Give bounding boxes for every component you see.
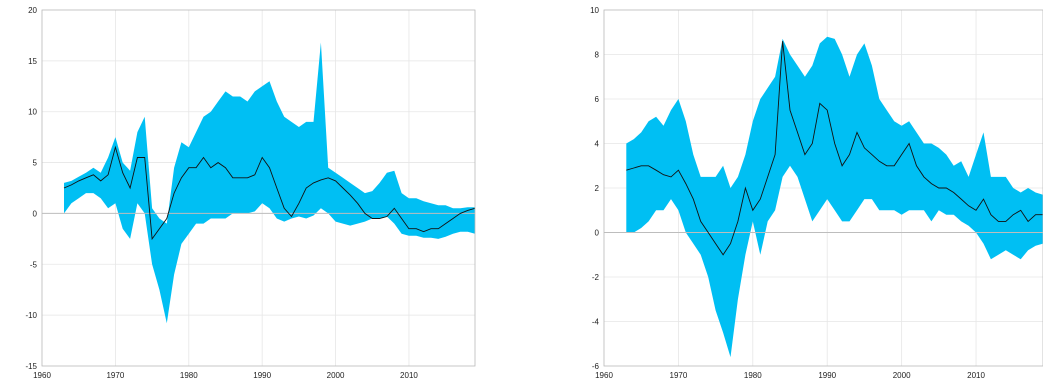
left-median-line: [63, 145, 476, 241]
right-xtick-label-1960: 1960: [595, 371, 613, 380]
right-xtick-label-1980: 1980: [744, 371, 762, 380]
left-ytick-label-0: 0: [33, 209, 38, 218]
right-chart: -6 -4 -2 0 2 4 6 8 10 1960 1970 1980 1990 2000 2010: [590, 6, 1043, 380]
right-xtick-label-1990: 1990: [818, 371, 836, 380]
right-ytick-label-6: 6: [595, 95, 600, 104]
left-ytick-label-10: 10: [28, 108, 37, 117]
right-ytick-label--6: -6: [592, 362, 600, 371]
left-ytick-label-5: 5: [33, 159, 38, 168]
left-xtick-label-1970: 1970: [106, 371, 124, 380]
left-confidence-band: [64, 42, 475, 324]
right-ytick-label-4: 4: [595, 140, 600, 149]
right-ytick-label-10: 10: [590, 6, 599, 15]
left-chart: -15 -10 -5 0 5 10 15 20 1960 1970 1980 1990 2000 2010: [25, 6, 476, 380]
right-plot-frame: [603, 9, 1043, 367]
right-ytick-label--2: -2: [592, 273, 600, 282]
right-xtick-label-2000: 2000: [893, 371, 911, 380]
left-ytick-label-15: 15: [28, 57, 37, 66]
left-xtick-label-1990: 1990: [253, 371, 271, 380]
left-ytick-label--5: -5: [30, 260, 38, 269]
right-xtick-label-1970: 1970: [670, 371, 688, 380]
right-confidence-band: [626, 36, 1043, 358]
left-xtick-label-1960: 1960: [33, 371, 51, 380]
right-xtick-label-2010: 2010: [967, 371, 985, 380]
right-ytick-label--4: -4: [592, 318, 600, 327]
left-xtick-label-2000: 2000: [327, 371, 345, 380]
left-plot-frame: [41, 9, 476, 367]
right-median-line: [626, 41, 1043, 256]
left-ytick-label--10: -10: [25, 311, 37, 320]
left-ytick-label--15: -15: [25, 362, 37, 371]
left-ytick-label-20: 20: [28, 6, 37, 15]
right-ytick-label-0: 0: [595, 229, 600, 238]
left-xtick-label-2010: 2010: [400, 371, 418, 380]
left-xtick-label-1980: 1980: [180, 371, 198, 380]
right-ytick-label-2: 2: [595, 184, 600, 193]
right-ytick-label-8: 8: [595, 51, 600, 60]
